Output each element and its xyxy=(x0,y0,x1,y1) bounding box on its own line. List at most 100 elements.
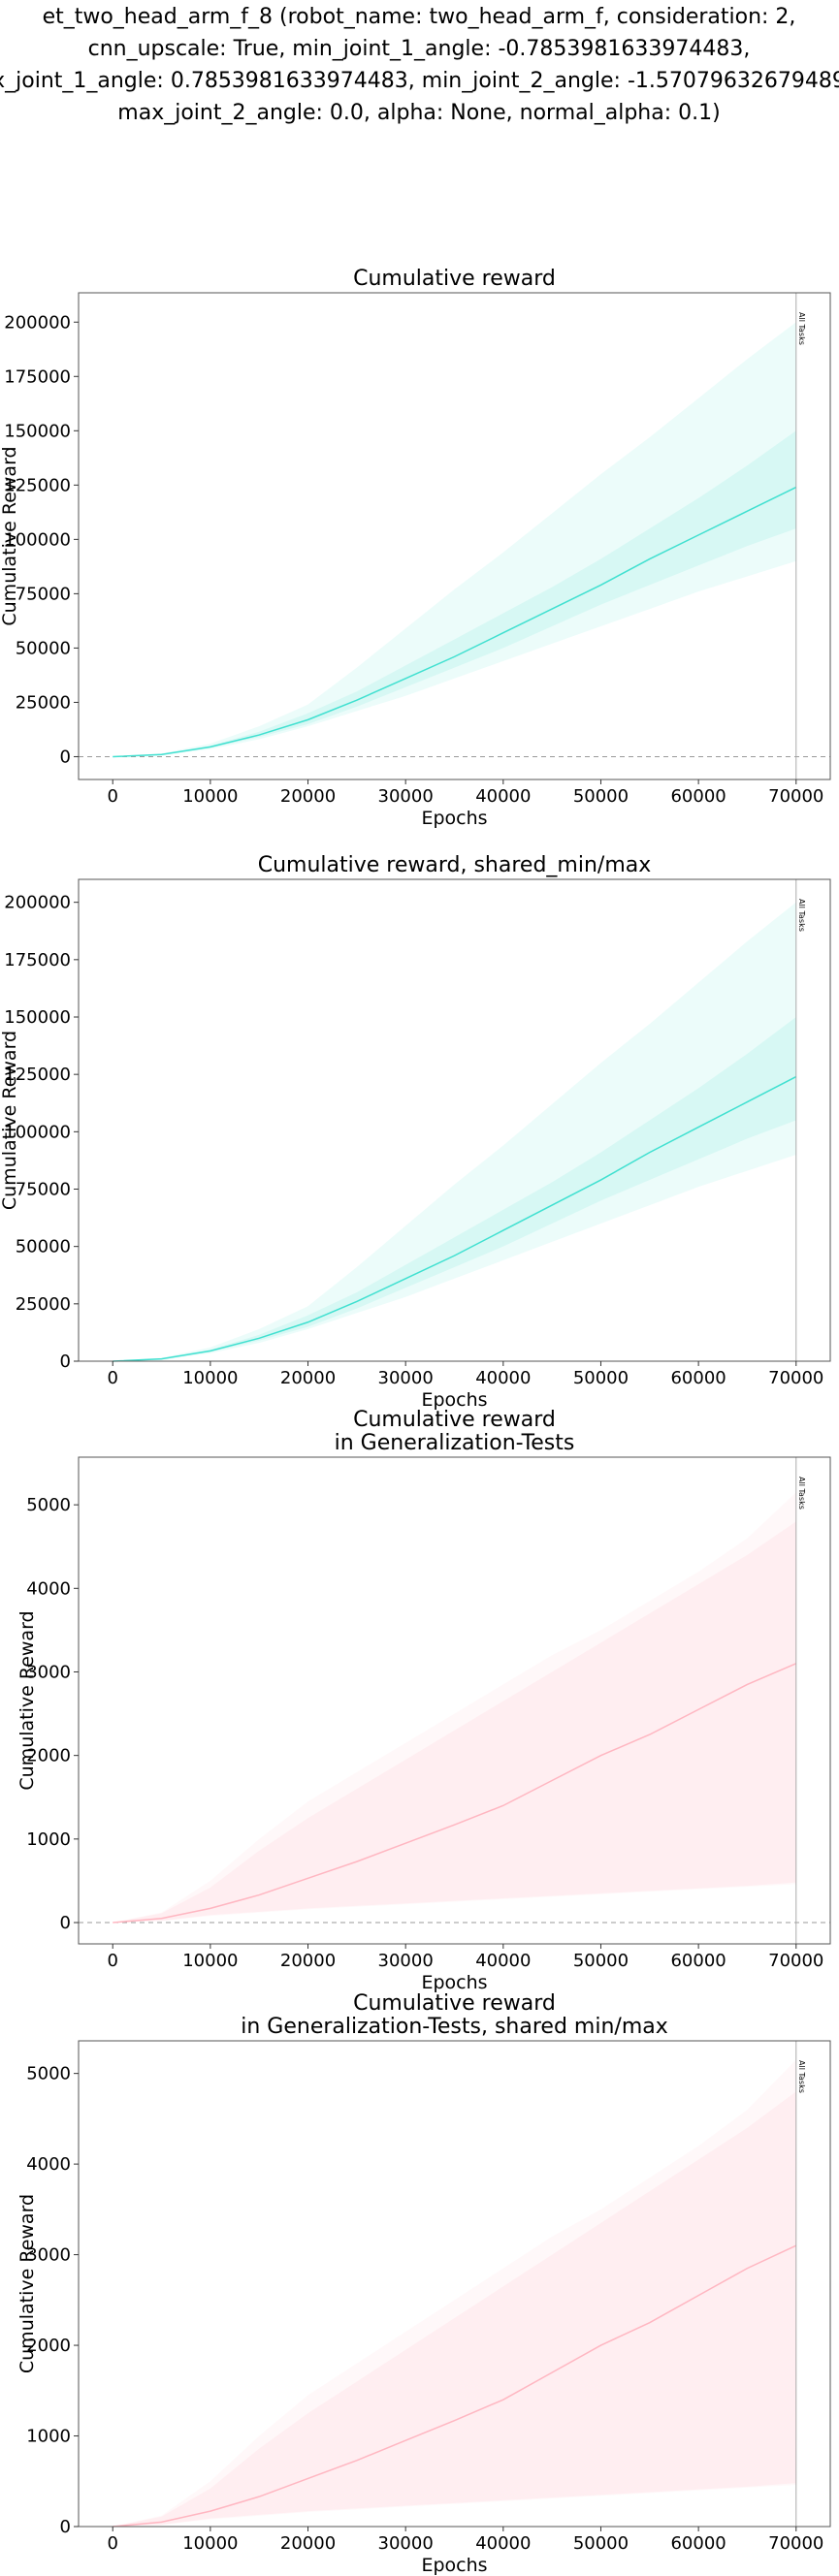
x-tick-label: 0 xyxy=(108,786,118,807)
y-axis-label: Cumulative Reward xyxy=(0,446,20,625)
band xyxy=(113,902,796,1361)
x-tick-label: 60000 xyxy=(670,786,726,807)
y-tick-label: 100000 xyxy=(4,1122,71,1142)
mean-line xyxy=(113,2244,797,2528)
x-tick-label: 0 xyxy=(108,1368,118,1388)
x-tick-label: 10000 xyxy=(182,1368,238,1388)
x-tick-label: 20000 xyxy=(280,1368,336,1388)
x-tick-label: 70000 xyxy=(768,2533,823,2554)
vline-label: All Tasks xyxy=(797,899,806,932)
x-tick-label: 50000 xyxy=(573,1368,629,1388)
x-tick-label: 20000 xyxy=(280,1951,336,1971)
y-tick-label: 75000 xyxy=(16,1180,71,1200)
vline-label: All Tasks xyxy=(797,1477,806,1510)
figure-title: et_two_head_arm_f_8 (robot_name: two_hea… xyxy=(43,5,796,29)
chart-title: Cumulative reward xyxy=(353,1991,556,2016)
y-tick-label: 25000 xyxy=(16,692,71,713)
chart-title: Cumulative reward, shared_min/max xyxy=(258,853,652,877)
y-tick-label: 4000 xyxy=(26,1578,71,1599)
y-tick-label: 3000 xyxy=(26,1662,71,1682)
x-axis-label: Epochs xyxy=(421,808,487,829)
band xyxy=(113,1492,796,1924)
x-tick-label: 20000 xyxy=(280,786,336,807)
x-tick-label: 30000 xyxy=(378,786,434,807)
x-tick-label: 70000 xyxy=(768,1951,823,1971)
y-tick-label: 5000 xyxy=(26,1495,71,1515)
x-axis-label: Epochs xyxy=(421,1972,487,1993)
x-tick-label: 40000 xyxy=(475,2533,531,2554)
y-axis-label: Cumulative Reward xyxy=(16,1610,38,1790)
y-tick-label: 2000 xyxy=(26,2336,71,2356)
y-axis-label: Cumulative Reward xyxy=(0,1031,20,1210)
x-axis-label: Epochs xyxy=(421,1389,487,1411)
y-tick-label: 150000 xyxy=(4,421,71,441)
y-tick-label: 25000 xyxy=(16,1294,71,1315)
x-tick-label: 50000 xyxy=(573,2533,629,2554)
x-tick-label: 10000 xyxy=(182,2533,238,2554)
figure-title: max_joint_1_angle: 0.7853981633974483, m… xyxy=(0,69,839,93)
band xyxy=(113,322,796,757)
y-tick-label: 3000 xyxy=(26,2245,71,2266)
x-tick-label: 50000 xyxy=(573,1951,629,1971)
x-tick-label: 30000 xyxy=(378,1951,434,1971)
x-tick-label: 70000 xyxy=(768,786,823,807)
figure-title: max_joint_2_angle: 0.0, alpha: None, nor… xyxy=(117,101,720,125)
y-tick-label: 0 xyxy=(60,747,71,767)
band xyxy=(113,2091,796,2527)
axes-frame xyxy=(78,1456,831,1945)
x-tick-label: 40000 xyxy=(475,1368,531,1388)
mean-line xyxy=(113,486,797,758)
figure-title: cnn_upscale: True, min_joint_1_angle: -0… xyxy=(88,37,751,61)
x-tick-label: 20000 xyxy=(280,2533,336,2554)
x-tick-label: 60000 xyxy=(670,1368,726,1388)
x-tick-label: 0 xyxy=(108,2533,118,2554)
x-tick-label: 10000 xyxy=(182,1951,238,1971)
y-tick-label: 100000 xyxy=(4,529,71,550)
y-tick-label: 0 xyxy=(60,2517,71,2537)
y-tick-label: 200000 xyxy=(4,893,71,913)
y-tick-label: 125000 xyxy=(4,1065,71,1085)
x-tick-label: 70000 xyxy=(768,1368,823,1388)
y-tick-label: 150000 xyxy=(4,1007,71,1028)
axes-frame xyxy=(78,878,831,1362)
x-axis-label: Epochs xyxy=(421,2555,487,2576)
x-tick-label: 10000 xyxy=(182,786,238,807)
chart-title: Cumulative reward xyxy=(353,267,556,291)
x-tick-label: 30000 xyxy=(378,2533,434,2554)
axes-frame xyxy=(78,292,831,780)
y-tick-label: 1000 xyxy=(26,2427,71,2447)
chart-title: Cumulative reward xyxy=(353,1408,556,1432)
x-tick-label: 40000 xyxy=(475,1951,531,1971)
x-tick-label: 30000 xyxy=(378,1368,434,1388)
y-tick-label: 0 xyxy=(60,1913,71,1933)
y-axis-label: Cumulative Reward xyxy=(16,2194,38,2373)
y-tick-label: 1000 xyxy=(26,1829,71,1850)
vline-label: All Tasks xyxy=(797,2060,806,2093)
y-tick-label: 175000 xyxy=(4,366,71,387)
x-tick-label: 50000 xyxy=(573,786,629,807)
band xyxy=(113,2059,796,2527)
x-tick-label: 60000 xyxy=(670,1951,726,1971)
x-tick-label: 0 xyxy=(108,1951,118,1971)
y-tick-label: 125000 xyxy=(4,475,71,495)
axes-frame xyxy=(78,2040,831,2528)
chart-title: in Generalization-Tests xyxy=(335,1431,575,1455)
band xyxy=(113,1521,796,1924)
y-tick-label: 50000 xyxy=(16,1237,71,1257)
mean-line xyxy=(113,1663,797,1924)
y-tick-label: 0 xyxy=(60,1352,71,1372)
y-tick-label: 200000 xyxy=(4,312,71,333)
y-tick-label: 50000 xyxy=(16,638,71,658)
y-tick-label: 5000 xyxy=(26,2064,71,2084)
chart-title: in Generalization-Tests, shared min/max xyxy=(241,2015,668,2039)
x-tick-label: 60000 xyxy=(670,2533,726,2554)
y-tick-label: 4000 xyxy=(26,2154,71,2175)
y-tick-label: 2000 xyxy=(26,1746,71,1766)
y-tick-label: 75000 xyxy=(16,584,71,604)
x-tick-label: 40000 xyxy=(475,786,531,807)
y-tick-label: 175000 xyxy=(4,950,71,970)
vline-label: All Tasks xyxy=(797,312,806,345)
mean-line xyxy=(113,1075,797,1362)
